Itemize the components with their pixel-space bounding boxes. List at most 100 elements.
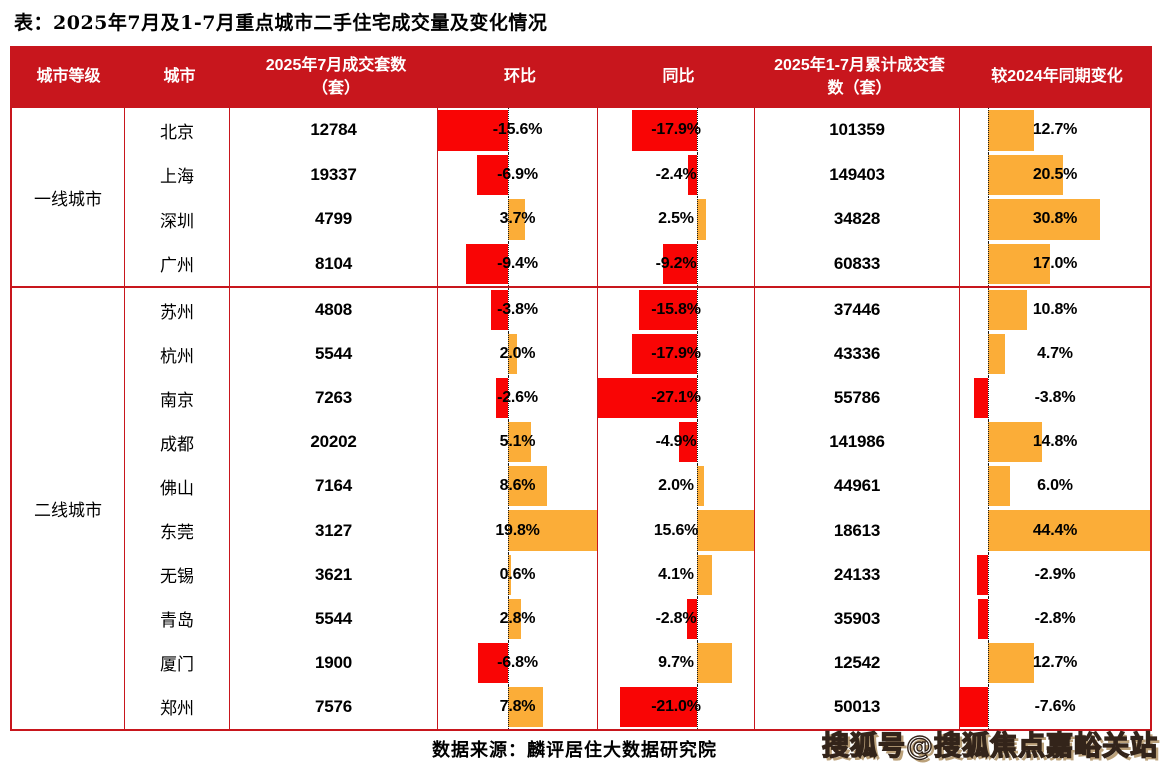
cum-change-cell-zero-axis xyxy=(987,508,989,553)
mom-cell-value: 2.8% xyxy=(499,609,536,627)
cumulative-sales-cell: 44961 xyxy=(755,464,960,509)
cumulative-sales-cell: 101359 xyxy=(755,108,960,153)
yoy-cell-zero-axis xyxy=(697,241,698,286)
cum-change-cell-zero-axis xyxy=(987,108,989,153)
page-title: 表：2025年7月及1-7月重点城市二手住宅成交量及变化情况 xyxy=(14,12,548,34)
city-cell-text: 南京 xyxy=(160,390,194,411)
cum-change-cell-zero-axis xyxy=(987,596,989,641)
yoy-cell-value: 2.0% xyxy=(658,477,694,495)
yoy-cell-value: -2.8% xyxy=(655,609,697,627)
mom-cell-zero-axis xyxy=(508,108,510,153)
table-row-佛山: 佛山 7164 8.6% 2.0% 44961 6.0% xyxy=(125,464,1150,509)
july-sales-cell: 7576 xyxy=(230,684,438,729)
cumulative-sales-cell: 55786 xyxy=(755,376,960,421)
cum-change-cell-bar xyxy=(987,243,1050,284)
july-sales-cell-text: 1900 xyxy=(314,652,353,672)
city-cell: 杭州 xyxy=(125,332,230,377)
cum-change-cell-bar xyxy=(977,554,988,595)
yoy-cell-bar xyxy=(679,422,697,463)
mom-cell-zero-axis xyxy=(508,288,510,333)
mom-cell-zero-axis xyxy=(508,596,510,641)
cum-change-cell-value: 20.5% xyxy=(1032,165,1078,183)
mom-cell-bar xyxy=(508,598,521,639)
city-cell-text: 郑州 xyxy=(160,699,194,720)
cum-change-cell-zero-axis xyxy=(987,420,989,465)
july-sales-cell: 8104 xyxy=(230,241,438,286)
yoy-cell-bar xyxy=(697,554,712,595)
cum-change-cell-value: 44.4% xyxy=(1032,521,1078,539)
city-cell: 东莞 xyxy=(125,508,230,553)
cumulative-sales-cell-text: 149403 xyxy=(829,164,885,184)
yoy-cell: 15.6% xyxy=(598,508,755,553)
mom-cell-zero-axis xyxy=(508,684,510,729)
yoy-cell-bar xyxy=(631,110,697,151)
yoy-cell-bar xyxy=(620,686,697,727)
mom-cell: 0.6% xyxy=(438,552,598,597)
cum-change-cell-value: 10.8% xyxy=(1032,301,1078,319)
yoy-cell-zero-axis xyxy=(697,508,698,553)
cum-change-cell: -2.8% xyxy=(960,596,1150,641)
cum-change-cell-zero-axis xyxy=(987,197,989,242)
cumulative-sales-cell-text: 24133 xyxy=(833,564,881,584)
yoy-cell-value: 2.5% xyxy=(658,210,694,228)
july-sales-cell: 3127 xyxy=(230,508,438,553)
cum-change-cell: -7.6% xyxy=(960,684,1150,729)
tier-rows: 北京 12784 -15.6% -17.9% 101359 12.7% 上海 19337 -6.… xyxy=(125,108,1150,286)
mom-cell-zero-axis xyxy=(508,508,510,553)
tier-group-1: 二线城市 苏州 4808 -3.8% -15.8% 37446 10.8% 杭州 5544 2.0… xyxy=(12,286,1150,729)
cum-change-cell-value: -2.9% xyxy=(1034,565,1076,583)
cum-change-cell-bar xyxy=(987,199,1101,240)
table-row-广州: 广州 8104 -9.4% -9.2% 60833 17.0% xyxy=(125,241,1150,286)
cum-change-cell: 20.5% xyxy=(960,152,1150,197)
cumulative-sales-cell-text: 35903 xyxy=(833,608,881,628)
cum-change-cell: 10.8% xyxy=(960,288,1150,333)
cum-change-cell-value: 6.0% xyxy=(1037,477,1073,495)
cumulative-sales-cell: 141986 xyxy=(755,420,960,465)
yoy-cell-bar xyxy=(688,154,697,195)
yoy-cell-value: -17.9% xyxy=(651,121,701,139)
mom-cell: 19.8% xyxy=(438,508,598,553)
mom-cell: -6.9% xyxy=(438,152,598,197)
cum-change-cell: -3.8% xyxy=(960,376,1150,421)
mom-cell-value: -9.4% xyxy=(497,254,538,272)
july-sales-cell: 5544 xyxy=(230,596,438,641)
july-sales-cell: 4808 xyxy=(230,288,438,333)
cumulative-sales-cell-text: 55786 xyxy=(833,388,881,408)
city-cell-text: 北京 xyxy=(160,122,194,143)
column-header-0: 城市等级 xyxy=(36,68,101,86)
july-sales-cell: 1900 xyxy=(230,640,438,685)
cumulative-sales-cell: 37446 xyxy=(755,288,960,333)
yoy-cell-bar xyxy=(697,510,754,551)
housing-data-table: 城市等级 城市 2025年7月成交套数（套） 环比 同比 2025年1-7月累计成交套数（… xyxy=(10,46,1152,731)
july-sales-cell: 20202 xyxy=(230,420,438,465)
mom-cell-bar xyxy=(491,290,509,331)
mom-cell-value: -6.8% xyxy=(497,653,538,671)
july-sales-cell: 7164 xyxy=(230,464,438,509)
mom-cell-value: -2.6% xyxy=(497,389,538,407)
city-cell-text: 佛山 xyxy=(160,478,194,499)
table-row-青岛: 青岛 5544 2.8% -2.8% 35903 -2.8% xyxy=(125,596,1150,641)
cum-change-cell-value: 17.0% xyxy=(1032,254,1078,272)
mom-cell-value: -3.8% xyxy=(497,301,538,319)
july-sales-cell: 4799 xyxy=(230,197,438,242)
mom-cell: 7.8% xyxy=(438,684,598,729)
column-header-5: 2025年1-7月累计成交套数（套） xyxy=(774,56,945,97)
cumulative-sales-cell-text: 60833 xyxy=(833,253,881,273)
table-row-北京: 北京 12784 -15.6% -17.9% 101359 12.7% xyxy=(125,108,1150,153)
mom-cell: -2.6% xyxy=(438,376,598,421)
table-row-南京: 南京 7263 -2.6% -27.1% 55786 -3.8% xyxy=(125,376,1150,421)
cum-change-cell-zero-axis xyxy=(987,376,989,421)
cum-change-cell: 4.7% xyxy=(960,332,1150,377)
july-sales-cell-text: 4808 xyxy=(314,300,353,320)
mom-cell-value: 0.6% xyxy=(499,565,536,583)
mom-cell-zero-axis xyxy=(508,152,510,197)
data-source-note: 数据来源：麟评居住大数据研究院 xyxy=(432,740,717,761)
july-sales-cell-text: 7164 xyxy=(314,476,353,496)
july-sales-cell: 3621 xyxy=(230,552,438,597)
mom-cell-value: 2.0% xyxy=(499,345,536,363)
column-header-1: 城市 xyxy=(163,68,196,86)
cumulative-sales-cell-text: 50013 xyxy=(833,696,881,716)
cumulative-sales-cell: 18613 xyxy=(755,508,960,553)
table-body: 一线城市 北京 12784 -15.6% -17.9% 101359 12.7% 上海 1933… xyxy=(10,108,1152,731)
cum-change-cell: 44.4% xyxy=(960,508,1150,553)
